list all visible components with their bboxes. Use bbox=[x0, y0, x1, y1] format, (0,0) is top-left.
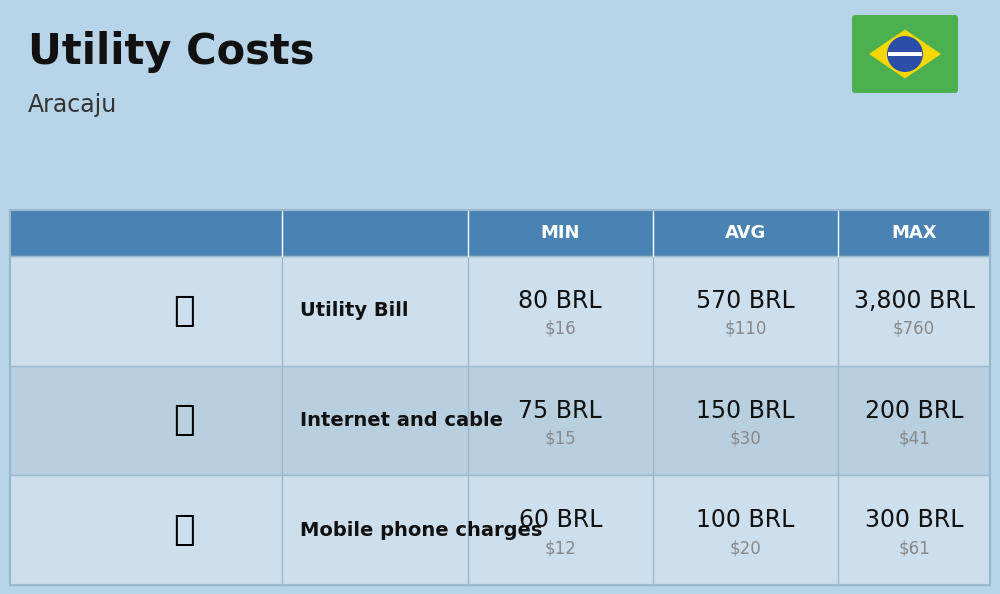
Text: MAX: MAX bbox=[891, 224, 937, 242]
Text: 75 BRL: 75 BRL bbox=[518, 399, 602, 422]
Text: $15: $15 bbox=[544, 429, 576, 447]
Text: Mobile phone charges: Mobile phone charges bbox=[300, 521, 543, 540]
Text: 📱: 📱 bbox=[174, 513, 195, 547]
Text: 570 BRL: 570 BRL bbox=[696, 289, 795, 313]
Text: $110: $110 bbox=[724, 320, 767, 338]
Text: $760: $760 bbox=[893, 320, 935, 338]
Text: 60 BRL: 60 BRL bbox=[519, 508, 602, 532]
Text: 150 BRL: 150 BRL bbox=[696, 399, 795, 422]
Text: Utility Bill: Utility Bill bbox=[300, 301, 409, 320]
Text: Utility Costs: Utility Costs bbox=[28, 31, 314, 73]
Bar bbox=[10, 210, 990, 256]
Bar bbox=[10, 210, 990, 585]
Bar bbox=[10, 366, 990, 475]
Bar bbox=[888, 52, 922, 56]
Polygon shape bbox=[869, 30, 941, 78]
Text: 📡: 📡 bbox=[174, 403, 195, 438]
Text: 100 BRL: 100 BRL bbox=[696, 508, 795, 532]
Bar bbox=[10, 256, 990, 366]
Circle shape bbox=[888, 37, 922, 71]
Text: MIN: MIN bbox=[541, 224, 580, 242]
Text: 3,800 BRL: 3,800 BRL bbox=[854, 289, 975, 313]
Text: 80 BRL: 80 BRL bbox=[518, 289, 602, 313]
Text: Aracaju: Aracaju bbox=[28, 93, 117, 117]
Text: $61: $61 bbox=[898, 539, 930, 557]
Text: $16: $16 bbox=[544, 320, 576, 338]
Text: 🔌: 🔌 bbox=[174, 294, 195, 328]
Text: $41: $41 bbox=[898, 429, 930, 447]
Text: $12: $12 bbox=[544, 539, 576, 557]
Text: AVG: AVG bbox=[725, 224, 766, 242]
Text: 300 BRL: 300 BRL bbox=[865, 508, 963, 532]
Text: $20: $20 bbox=[730, 539, 761, 557]
Text: $30: $30 bbox=[730, 429, 761, 447]
Text: 200 BRL: 200 BRL bbox=[865, 399, 963, 422]
Text: Internet and cable: Internet and cable bbox=[300, 411, 503, 430]
FancyBboxPatch shape bbox=[852, 15, 958, 93]
Bar bbox=[10, 475, 990, 585]
